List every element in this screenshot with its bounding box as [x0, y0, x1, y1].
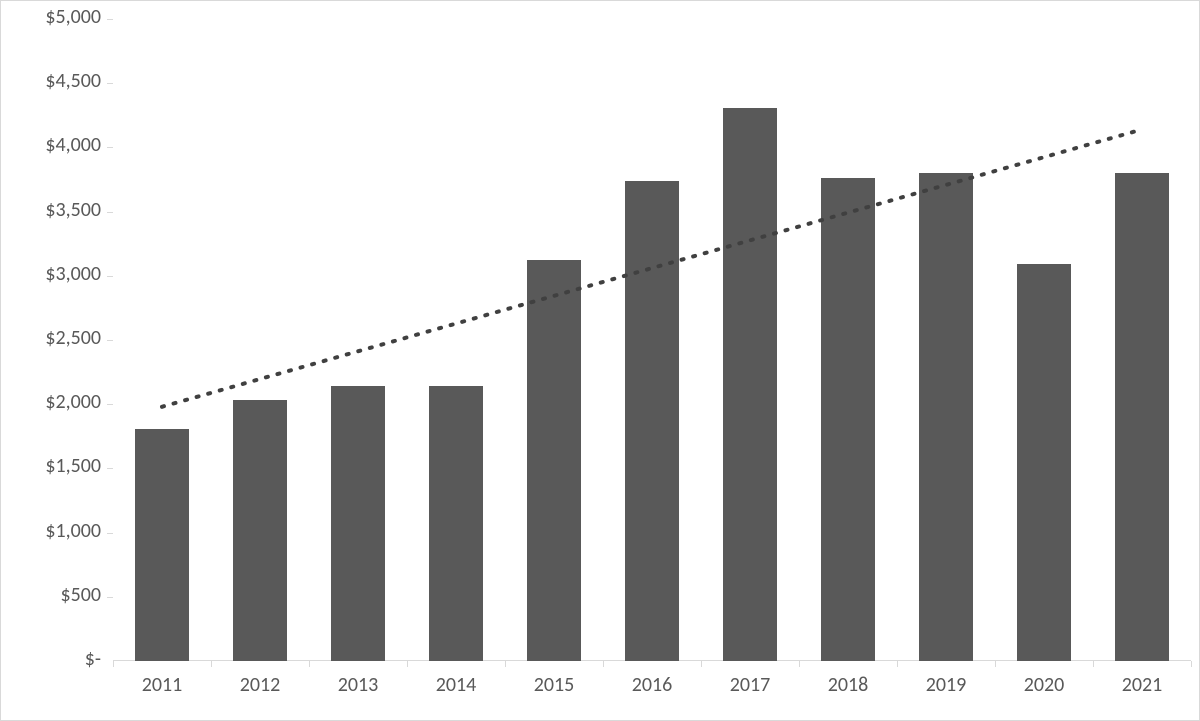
bar: [1017, 264, 1072, 661]
y-tick-mark: [107, 597, 113, 598]
bar: [625, 181, 680, 661]
bar: [919, 173, 974, 661]
y-tick-label: $1,000: [45, 519, 101, 543]
x-tick-label: 2017: [701, 673, 799, 697]
x-tick-label: 2015: [505, 673, 603, 697]
x-tick-mark: [211, 661, 212, 667]
bar: [1115, 173, 1170, 661]
bar: [723, 108, 778, 661]
bar: [135, 429, 190, 661]
x-tick-label: 2019: [897, 673, 995, 697]
x-tick-label: 2014: [407, 673, 505, 697]
y-tick-label: $2,500: [45, 326, 101, 350]
x-tick-mark: [799, 661, 800, 667]
y-tick-mark: [107, 340, 113, 341]
y-tick-mark: [107, 533, 113, 534]
y-tick-mark: [107, 276, 113, 277]
x-tick-mark: [897, 661, 898, 667]
x-tick-label: 2013: [309, 673, 407, 697]
y-tick-label: $500: [60, 583, 101, 607]
x-tick-label: 2016: [603, 673, 701, 697]
y-tick-label: $-: [85, 647, 101, 671]
x-tick-mark: [309, 661, 310, 667]
x-tick-mark: [113, 661, 114, 667]
y-tick-label: $1,500: [45, 454, 101, 478]
x-tick-label: 2012: [211, 673, 309, 697]
bar: [331, 386, 386, 661]
y-tick-mark: [107, 147, 113, 148]
plot-area: [113, 19, 1191, 661]
bar: [429, 386, 484, 661]
y-tick-mark: [107, 83, 113, 84]
x-tick-label: 2011: [113, 673, 211, 697]
y-tick-label: $4,000: [45, 133, 101, 157]
x-tick-mark: [1093, 661, 1094, 667]
y-tick-label: $3,500: [45, 198, 101, 222]
x-tick-label: 2020: [995, 673, 1093, 697]
x-tick-mark: [995, 661, 996, 667]
x-tick-label: 2018: [799, 673, 897, 697]
y-tick-label: $2,000: [45, 390, 101, 414]
bar: [527, 260, 582, 661]
bar-chart: $- $500 $1,000 $1,500 $2,000 $2,500 $3,000 $3,5…: [0, 0, 1200, 721]
bar: [821, 178, 876, 661]
y-tick-mark: [107, 468, 113, 469]
y-tick-mark: [107, 404, 113, 405]
x-tick-mark: [407, 661, 408, 667]
x-tick-mark: [701, 661, 702, 667]
y-tick-label: $4,500: [45, 69, 101, 93]
x-tick-mark: [603, 661, 604, 667]
x-tick-label: 2021: [1093, 673, 1191, 697]
y-tick-mark: [107, 212, 113, 213]
bar: [233, 400, 288, 661]
y-tick-mark: [107, 19, 113, 20]
y-tick-label: $3,000: [45, 262, 101, 286]
x-tick-mark: [1191, 661, 1192, 667]
x-tick-mark: [505, 661, 506, 667]
y-tick-label: $5,000: [45, 5, 101, 29]
